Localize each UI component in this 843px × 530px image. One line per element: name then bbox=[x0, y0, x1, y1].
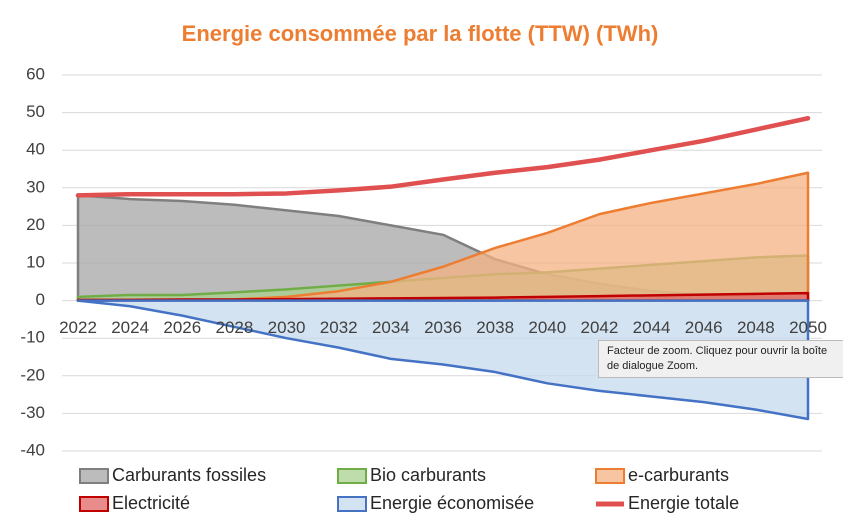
x-tick-label: 2026 bbox=[163, 318, 201, 337]
y-tick-label: -10 bbox=[20, 328, 45, 347]
legend-label: e-carburants bbox=[628, 465, 729, 485]
area bbox=[76, 299, 810, 421]
x-tick-label: 2028 bbox=[216, 318, 254, 337]
y-tick-label: -30 bbox=[20, 403, 45, 422]
legend-label: Energie totale bbox=[628, 493, 739, 513]
legend-label: Bio carburants bbox=[370, 465, 486, 485]
legend-swatch bbox=[337, 468, 367, 484]
x-tick-label: 2044 bbox=[633, 318, 671, 337]
legend-label: Electricité bbox=[112, 493, 190, 513]
y-tick-label: 20 bbox=[26, 215, 45, 234]
legend-swatch bbox=[337, 496, 367, 512]
legend-swatch bbox=[79, 468, 109, 484]
legend-label: Carburants fossiles bbox=[112, 465, 266, 485]
chart-title: Energie consommée par la flotte (TTW) (T… bbox=[182, 21, 659, 46]
legend-swatch bbox=[79, 496, 109, 512]
x-tick-label: 2024 bbox=[111, 318, 149, 337]
tooltip: Facteur de zoom. Cliquez pour ouvrir la … bbox=[598, 340, 843, 378]
x-tick-label: 2036 bbox=[424, 318, 462, 337]
y-tick-label: 40 bbox=[26, 140, 45, 159]
y-tick-label: -40 bbox=[20, 440, 45, 459]
x-tick-label: 2040 bbox=[528, 318, 566, 337]
x-tick-label: 2032 bbox=[320, 318, 358, 337]
y-tick-label: 0 bbox=[36, 290, 45, 309]
x-tick-label: 2050 bbox=[789, 318, 827, 337]
x-tick-label: 2038 bbox=[476, 318, 514, 337]
x-tick-label: 2042 bbox=[581, 318, 619, 337]
x-tick-label: 2022 bbox=[59, 318, 97, 337]
x-tick-label: 2046 bbox=[685, 318, 723, 337]
y-tick-label: 10 bbox=[26, 252, 45, 271]
x-tick-label: 2030 bbox=[268, 318, 306, 337]
x-tick-label: 2048 bbox=[737, 318, 775, 337]
line bbox=[75, 115, 811, 198]
y-tick-label: 60 bbox=[26, 64, 45, 83]
legend-swatch bbox=[595, 468, 625, 484]
y-tick-label: 30 bbox=[26, 177, 45, 196]
y-tick-label: 50 bbox=[26, 102, 45, 121]
y-tick-label: -20 bbox=[20, 365, 45, 384]
x-tick-label: 2034 bbox=[372, 318, 410, 337]
legend-label: Energie économisée bbox=[370, 493, 534, 513]
